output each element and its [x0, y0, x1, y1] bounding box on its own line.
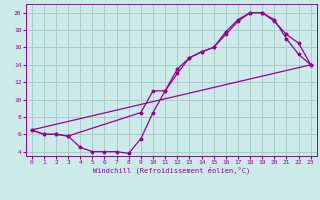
- X-axis label: Windchill (Refroidissement éolien,°C): Windchill (Refroidissement éolien,°C): [92, 167, 250, 174]
